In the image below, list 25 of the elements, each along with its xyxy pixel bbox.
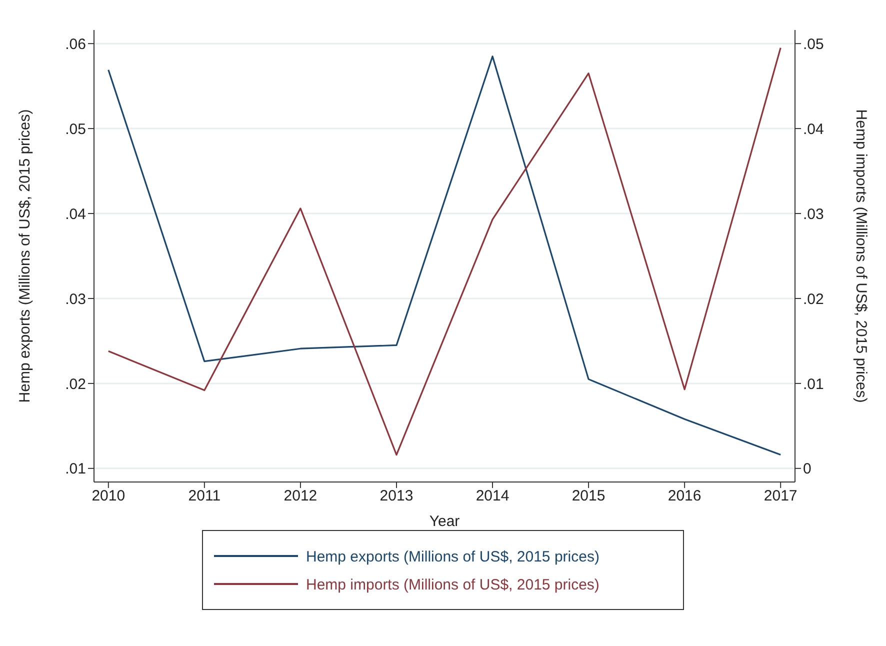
x-tick-label: 2017 (764, 488, 798, 505)
y-tick-label: .02 (65, 376, 86, 393)
y2-axis-title: Hemp imports (Millions of US$, 2015 prices) (852, 109, 870, 403)
y-tick-label: .03 (65, 290, 86, 308)
x-tick-label: 2015 (572, 488, 606, 505)
y-axis-title: Hemp exports (Millions of US$, 2015 prices) (16, 109, 34, 403)
text: Hemp exports (Millions of US$, 2015 prices) (306, 548, 600, 566)
x-axis-title: Year (429, 513, 460, 530)
y2-tick-label: .01 (803, 376, 824, 393)
y2-tick-label: .02 (803, 290, 824, 308)
y2-tick-label: .04 (803, 120, 824, 138)
x-tick-label: 2010 (92, 488, 126, 505)
y-tick-label: .06 (65, 36, 86, 53)
y2-tick-label: .05 (803, 36, 824, 53)
y2-tick-label: 0 (803, 460, 812, 478)
y-tick-label: .05 (65, 120, 86, 138)
x-tick-label: 2014 (476, 488, 510, 505)
y-tick-label: .04 (65, 206, 86, 223)
y2-tick-label: .03 (803, 206, 824, 223)
text: Hemp imports (Millions of US$, 2015 prices) (306, 576, 600, 594)
x-tick-label: 2016 (668, 488, 702, 505)
x-tick-label: 2013 (380, 488, 414, 505)
y-tick-label: .01 (65, 460, 86, 478)
x-tick-label: 2012 (284, 488, 318, 505)
x-tick-label: 2011 (188, 488, 221, 505)
